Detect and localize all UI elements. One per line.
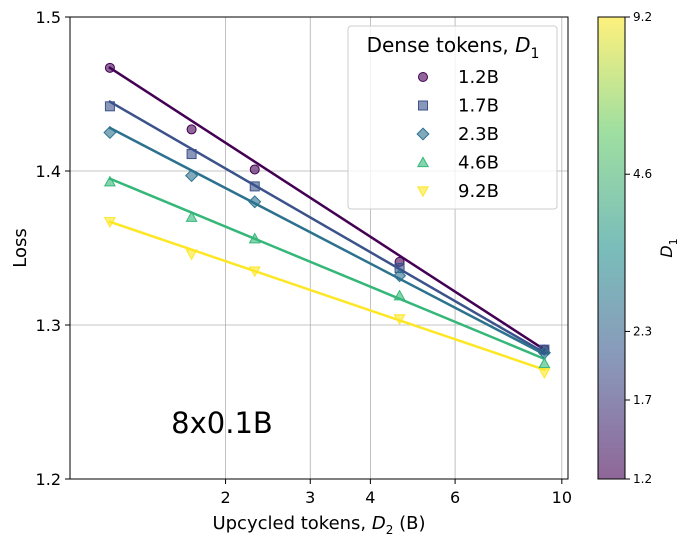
data-point — [393, 314, 406, 326]
legend-marker — [418, 100, 428, 111]
x-axis-label: Upcycled tokens, D2 (B) — [212, 513, 425, 537]
legend-label: 4.6B — [458, 153, 499, 174]
x-tick-label: 2 — [220, 488, 230, 507]
data-point — [104, 101, 115, 112]
legend-label: 1.2B — [458, 67, 499, 88]
colorbar-gradient — [597, 16, 626, 480]
colorbar-tick-label: 2.3 — [633, 324, 652, 338]
y-axis-ticks: 1.2 1.3 1.4 1.5 — [36, 8, 70, 489]
data-point — [186, 149, 197, 160]
fit-line — [108, 220, 546, 372]
colorbar-tick-label: 9.2 — [633, 10, 652, 24]
legend-marker — [416, 156, 430, 168]
data-point — [185, 210, 198, 222]
legend-marker — [416, 186, 430, 198]
fit-line — [108, 126, 547, 356]
colorbar: 1.2 1.7 2.3 4.6 9.2 D1 — [597, 10, 680, 486]
data-point — [248, 266, 261, 278]
x-tick-label: 10 — [552, 488, 572, 507]
data-point — [249, 164, 260, 175]
data-point — [185, 169, 199, 183]
data-point — [248, 195, 262, 209]
data-point — [103, 217, 116, 229]
y-axis-label: Loss — [10, 228, 31, 267]
data-point — [538, 368, 551, 379]
colorbar-tick-label: 1.2 — [633, 472, 652, 486]
x-axis-ticks: 2 3 4 6 10 — [220, 479, 572, 507]
colorbar-ticks: 1.2 1.7 2.3 4.6 9.2 — [625, 10, 652, 486]
plot-frame — [69, 16, 569, 480]
legend: Dense tokens, D1 1.2B 1.7B 2.3B 4.6B 9.2B — [347, 25, 558, 210]
colorbar-label: D1 — [657, 238, 680, 257]
legend-marker — [416, 127, 430, 141]
fit-line — [108, 99, 547, 355]
y-tick-label: 1.5 — [36, 8, 61, 27]
x-tick-label: 4 — [365, 488, 375, 507]
colorbar-tick-label: 1.7 — [633, 393, 652, 407]
data-points — [103, 62, 551, 379]
fit-lines — [108, 66, 547, 372]
y-tick-label: 1.3 — [36, 316, 61, 335]
legend-marker — [418, 72, 428, 82]
fit-line — [108, 177, 547, 361]
data-point — [186, 124, 197, 135]
data-point — [103, 175, 116, 187]
legend-title: Dense tokens, D1 — [367, 33, 540, 62]
x-tick-label: 3 — [305, 488, 315, 507]
data-point — [103, 125, 117, 140]
y-tick-label: 1.4 — [36, 162, 61, 181]
y-tick-label: 1.2 — [36, 470, 61, 489]
fit-line — [108, 66, 547, 352]
data-point — [104, 62, 115, 73]
data-point — [393, 289, 406, 301]
data-point — [393, 269, 407, 283]
colorbar-tick-label: 4.6 — [633, 167, 652, 181]
chart-annotation: 8x0.1B — [171, 406, 273, 440]
legend-label: 1.7B — [458, 96, 499, 117]
data-point — [538, 357, 551, 369]
data-point — [248, 232, 261, 244]
data-point — [249, 181, 260, 192]
legend-entries: 1.2B 1.7B 2.3B 4.6B 9.2B — [416, 67, 499, 202]
legend-label: 2.3B — [458, 124, 499, 145]
legend-box — [347, 25, 558, 210]
data-point — [185, 249, 198, 261]
x-tick-label: 6 — [450, 488, 460, 507]
legend-label: 9.2B — [458, 181, 499, 202]
